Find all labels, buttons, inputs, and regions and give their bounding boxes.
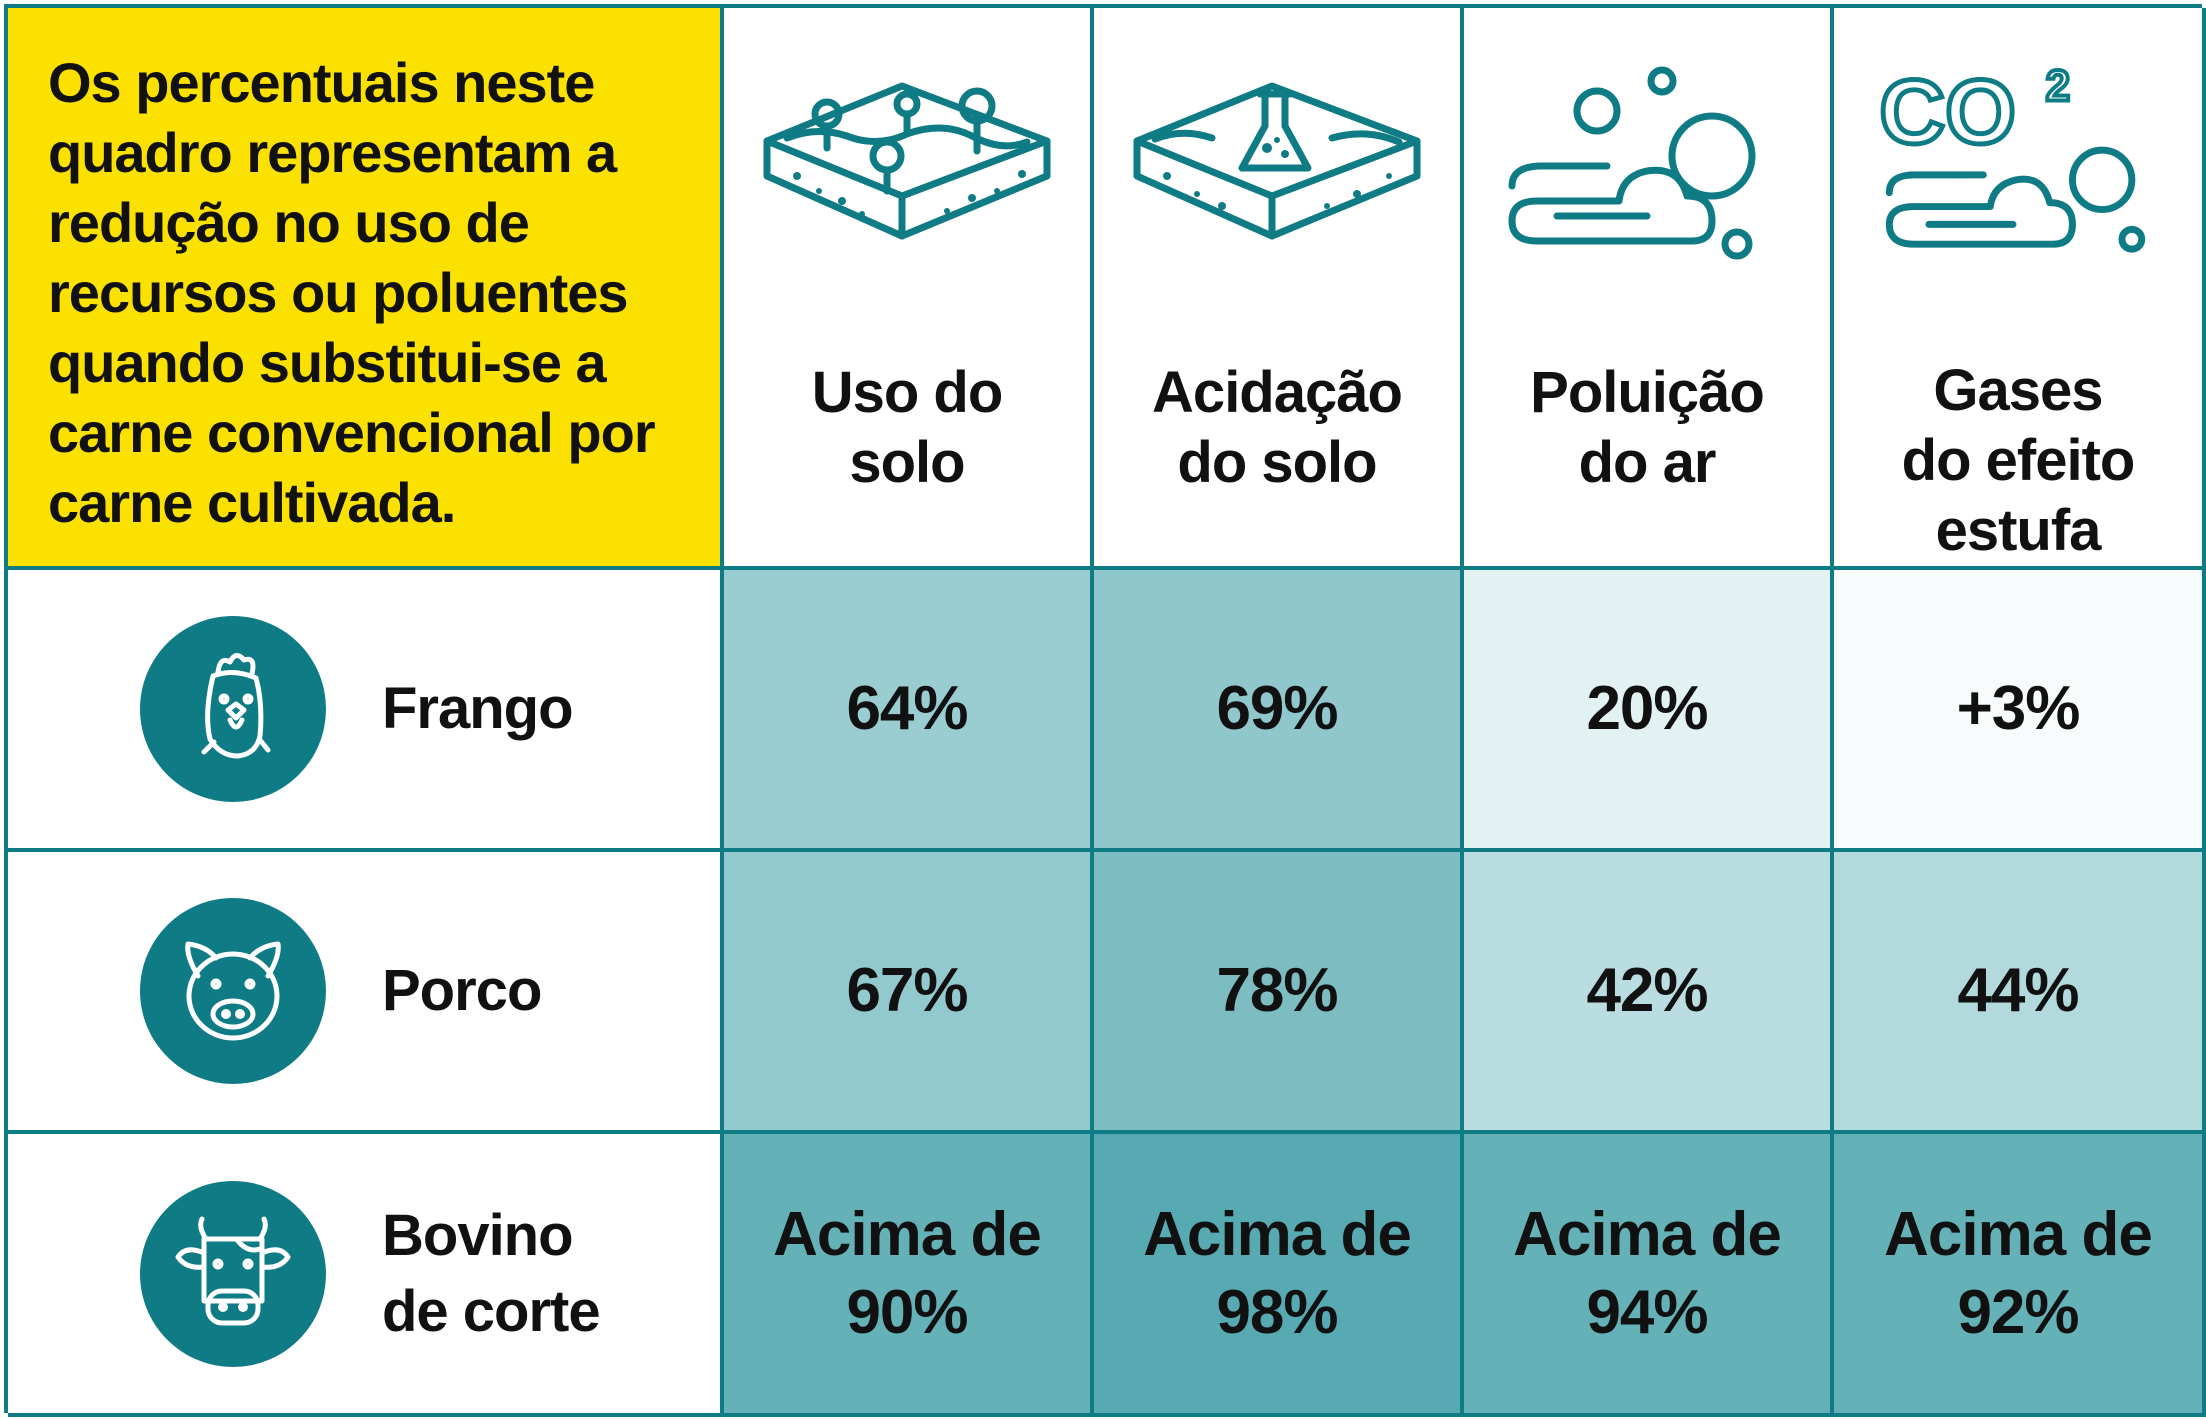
value-cow-greenhouse-gases: Acima de 92% xyxy=(1834,1134,2206,1417)
soil-plants-icon xyxy=(763,82,1051,240)
row-label-pig: Porco xyxy=(8,852,724,1134)
soil-flask-icon xyxy=(1133,82,1421,240)
value-chicken-air-pollution: 20% xyxy=(1464,570,1834,852)
row-name-chicken: Frango xyxy=(382,676,574,741)
value-pig-soil-acidification: 78% xyxy=(1094,852,1464,1134)
row-label-cow: Bovino de corte xyxy=(8,1134,724,1417)
column-label-air-pollution: Poluição do ar xyxy=(1530,360,1765,495)
intro-text: Os percentuais neste quadro representam … xyxy=(8,8,724,570)
column-header-air-pollution: Poluição do ar xyxy=(1464,8,1834,570)
value-chicken-land-use: 64% xyxy=(724,570,1094,852)
column-header-soil-acidification: Acidação do solo xyxy=(1094,8,1464,570)
column-label-land-use: Uso do solo xyxy=(811,360,1004,495)
column-label-soil-acidification: Acidação do solo xyxy=(1152,360,1403,495)
air-pollution-icon xyxy=(1508,66,1756,260)
value-cow-soil-acidification: Acima de 98% xyxy=(1094,1134,1464,1417)
value-pig-air-pollution: 42% xyxy=(1464,852,1834,1134)
pig-icon xyxy=(140,898,326,1084)
value-chicken-greenhouse-gases: +3% xyxy=(1834,570,2206,852)
co2-text: CO xyxy=(1879,66,2016,163)
chicken-icon xyxy=(140,616,326,802)
row-name-cow: Bovino de corte xyxy=(382,1202,601,1344)
cow-icon xyxy=(140,1180,326,1367)
value-cow-air-pollution: Acima de 94% xyxy=(1464,1134,1834,1417)
row-name-pig: Porco xyxy=(382,958,542,1023)
value-cow-land-use: Acima de 90% xyxy=(724,1134,1094,1417)
value-pig-greenhouse-gases: 44% xyxy=(1834,852,2206,1134)
column-label-greenhouse-gases: Gases do efeito estufa xyxy=(1901,358,2136,563)
column-header-land-use: Uso do solo xyxy=(724,8,1094,570)
value-chicken-soil-acidification: 69% xyxy=(1094,570,1464,852)
co2-superscript-text: 2 xyxy=(2046,66,2070,111)
column-header-greenhouse-gases: CO 2 Gases do efeito estufa xyxy=(1834,8,2206,570)
value-pig-land-use: 67% xyxy=(724,852,1094,1134)
co2-cloud-icon: CO 2 xyxy=(1877,66,2146,253)
row-label-chicken: Frango xyxy=(8,570,724,852)
comparison-table: Os percentuais neste quadro representam … xyxy=(4,4,2206,1417)
